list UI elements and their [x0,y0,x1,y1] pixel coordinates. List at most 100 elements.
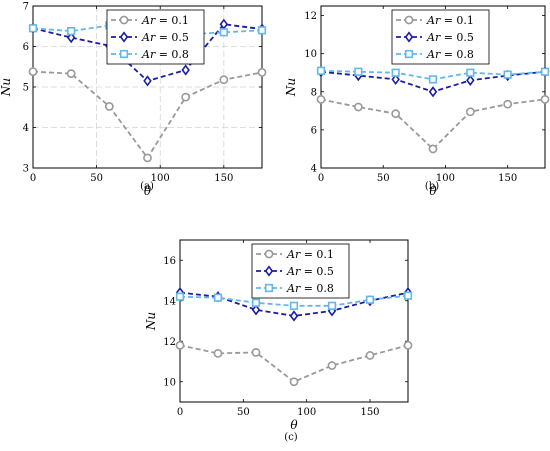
data-point [428,144,438,154]
panel-caption: (c) [284,432,298,443]
data-point [503,99,513,109]
plot-frame [320,5,546,169]
y-tick-label: 16 [163,256,176,267]
data-point [391,68,400,77]
legend: Ar = 0.1 Ar = 0.5 Ar = 0.8 [391,9,490,65]
x-tick-label: 100 [436,173,455,184]
legend-marker [264,283,274,293]
panel-caption: (a) [140,181,154,192]
y-tick-label: 12 [304,11,317,22]
data-point [403,291,413,300]
x-tick-label: 0 [177,407,183,418]
data-point [428,86,438,98]
data-point [219,28,228,37]
legend-label: Ar = 0.8 [286,282,334,295]
legend-label: Ar = 0.1 [286,248,334,261]
y-tick-label: 8 [311,87,317,98]
data-point [257,26,267,35]
y-tick-label: 12 [163,337,176,348]
legend-label: Ar = 0.8 [141,48,189,61]
y-axis-label: Nu [144,312,158,331]
data-point [219,75,229,85]
data-point [213,293,223,302]
data-point [428,75,438,84]
legend-label: Ar = 0.5 [286,265,334,278]
x-tick-label: 100 [297,407,316,418]
legend-marker [404,31,414,43]
x-tick-label: 50 [377,173,390,184]
data-point [327,301,337,310]
y-axis-label: Nu [0,78,13,97]
data-point [175,292,185,301]
x-tick-label: 50 [90,173,103,184]
y-tick-label: 14 [163,296,176,307]
data-point [403,340,413,350]
data-point [316,94,326,104]
data-point [251,298,261,307]
legend-label: Ar = 0.5 [141,31,189,44]
legend-marker [119,31,129,43]
legend-marker [264,265,274,277]
legend-marker [264,249,274,259]
series-line-1 [179,344,409,383]
data-point [66,69,76,79]
data-point [365,295,375,304]
data-point [316,66,326,75]
data-point [175,340,185,350]
y-tick-label: 10 [304,49,317,60]
data-point [104,102,114,111]
y-tick-label: 7 [23,2,29,13]
data-point [466,74,475,86]
data-point [465,107,475,117]
data-point [289,377,299,387]
legend: Ar = 0.1 Ar = 0.5 Ar = 0.8 [106,9,205,65]
legend-label: Ar = 0.5 [426,31,474,44]
data-point [354,67,363,76]
data-point [28,67,38,77]
legend-label: Ar = 0.1 [141,14,189,27]
x-tick-label: 150 [498,173,517,184]
legend-marker [404,15,414,25]
legend-label: Ar = 0.1 [426,14,474,27]
y-tick-label: 6 [311,125,317,136]
data-point [181,64,190,76]
legend-label: Ar = 0.8 [426,48,474,61]
data-point [251,304,261,316]
panel-caption: (b) [425,181,439,192]
y-tick-label: 5 [23,83,29,94]
x-tick-label: 150 [214,173,233,184]
legend: Ar = 0.1 Ar = 0.5 Ar = 0.8 [251,243,350,299]
data-point [143,75,152,87]
y-tick-label: 4 [311,164,317,175]
x-tick-label: 150 [360,407,379,418]
data-point [391,73,400,86]
data-point [353,102,363,112]
y-tick-label: 10 [163,377,176,388]
data-point [213,348,223,358]
data-point [67,27,76,36]
x-axis-label: θ [290,418,298,432]
y-tick-label: 3 [23,164,29,175]
plot-frame [179,239,409,403]
legend-marker [119,49,129,59]
legend-marker [119,15,129,25]
y-tick-label: 6 [23,42,29,53]
x-axis-label: θ [144,184,152,198]
data-point [289,310,299,322]
data-point [503,70,512,79]
x-axis-label: θ [429,184,437,198]
data-point [365,351,375,360]
data-point [66,31,76,44]
data-point [143,153,152,163]
data-point [28,24,38,33]
data-point [466,68,475,77]
data-point [540,94,550,104]
data-point [289,301,299,310]
data-point [181,92,191,102]
data-point [540,67,550,76]
data-point [257,68,267,77]
